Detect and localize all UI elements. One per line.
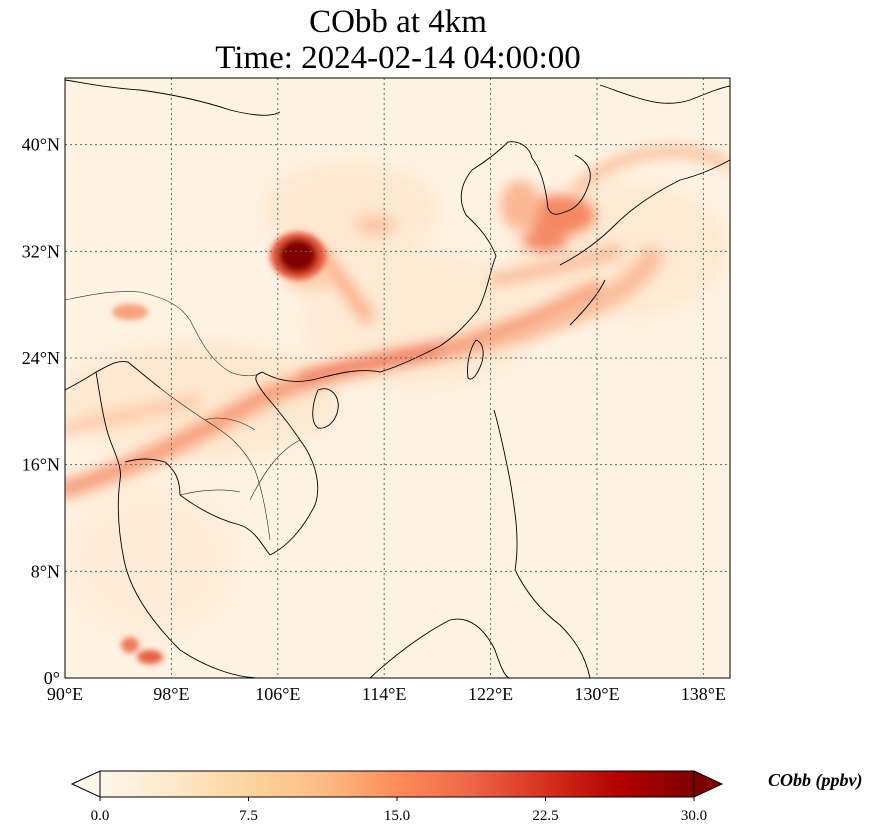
colorbar-tick-label: 7.5 [239, 808, 258, 824]
coast-ryukyu [569, 279, 606, 326]
border-vietnam-laos [249, 439, 301, 501]
border-himalaya [65, 291, 191, 321]
colorbar-tick-label: 22.5 [532, 808, 558, 824]
coast-borneo [369, 618, 511, 678]
x-tick-label: 122°E [468, 684, 513, 704]
myanmar-plume [112, 304, 148, 320]
coast-northeast [599, 84, 730, 104]
colorbar: 0.0 7.5 15.0 22.5 30.0 [70, 770, 724, 824]
y-tick-label: 40°N [22, 135, 60, 155]
x-tick-label: 90°E [47, 684, 83, 704]
coast-bay-of-bengal [65, 361, 161, 391]
colorbar-tick-label: 15.0 [384, 808, 410, 824]
x-tick-label: 130°E [574, 684, 619, 704]
coast-korea [531, 154, 591, 215]
x-tick-labels: 90°E 98°E 106°E 114°E 122°E 130°E 138°E [47, 684, 726, 704]
map-frame [64, 77, 731, 679]
border-laos [204, 417, 256, 431]
concentration-field [65, 78, 730, 678]
coast-china [261, 141, 533, 382]
title-line-1: CObb at 4km [309, 4, 487, 40]
coast-cambodia [179, 494, 271, 556]
colorbar-extend-max [693, 770, 724, 798]
coast-north [65, 79, 281, 116]
coast-myanmar-malay [95, 371, 261, 678]
colorbar-label: CObb (ppbv) [768, 770, 863, 790]
coast-gulf-thailand [124, 458, 181, 496]
country-borders [65, 291, 301, 541]
colorbar-ticks: 0.0 7.5 15.0 22.5 30.0 [91, 797, 707, 824]
coast-vietnam [255, 371, 319, 556]
y-tick-labels: 0° 8°N 16°N 24°N 32°N 40°N [22, 135, 60, 688]
x-tick-label: 114°E [362, 684, 407, 704]
colorbar-tick-label: 0.0 [91, 808, 110, 824]
coast-hainan [312, 388, 339, 429]
coast-japan [559, 159, 730, 266]
x-tick-label: 106°E [255, 684, 300, 704]
hotspot-plume [270, 232, 326, 280]
coast-philippines [493, 409, 591, 678]
sumatra-plume [121, 637, 163, 664]
colorbar-tick-label: 30.0 [681, 808, 707, 824]
colorbar-gradient [99, 770, 695, 798]
y-tick-label: 24°N [22, 348, 60, 368]
title-line-2: Time: 2024-02-14 04:00:00 [215, 40, 581, 76]
y-tick-label: 16°N [22, 455, 60, 475]
plot-title: CObb at 4km Time: 2024-02-14 04:00:00 [0, 4, 796, 76]
border-thailand-cambodia [179, 489, 241, 496]
y-tick-label: 32°N [22, 241, 60, 261]
border-indochina [159, 387, 271, 541]
transport-band-plume [65, 244, 666, 502]
coastlines [65, 79, 730, 678]
border-china-myanmar [189, 319, 263, 377]
x-tick-label: 138°E [681, 684, 726, 704]
colorbar-extend-min [70, 770, 101, 798]
y-tick-label: 8°N [31, 561, 60, 581]
x-tick-label: 98°E [153, 684, 189, 704]
gridlines [65, 78, 730, 678]
coast-taiwan [467, 339, 484, 380]
y-tick-label: 0° [44, 668, 60, 688]
